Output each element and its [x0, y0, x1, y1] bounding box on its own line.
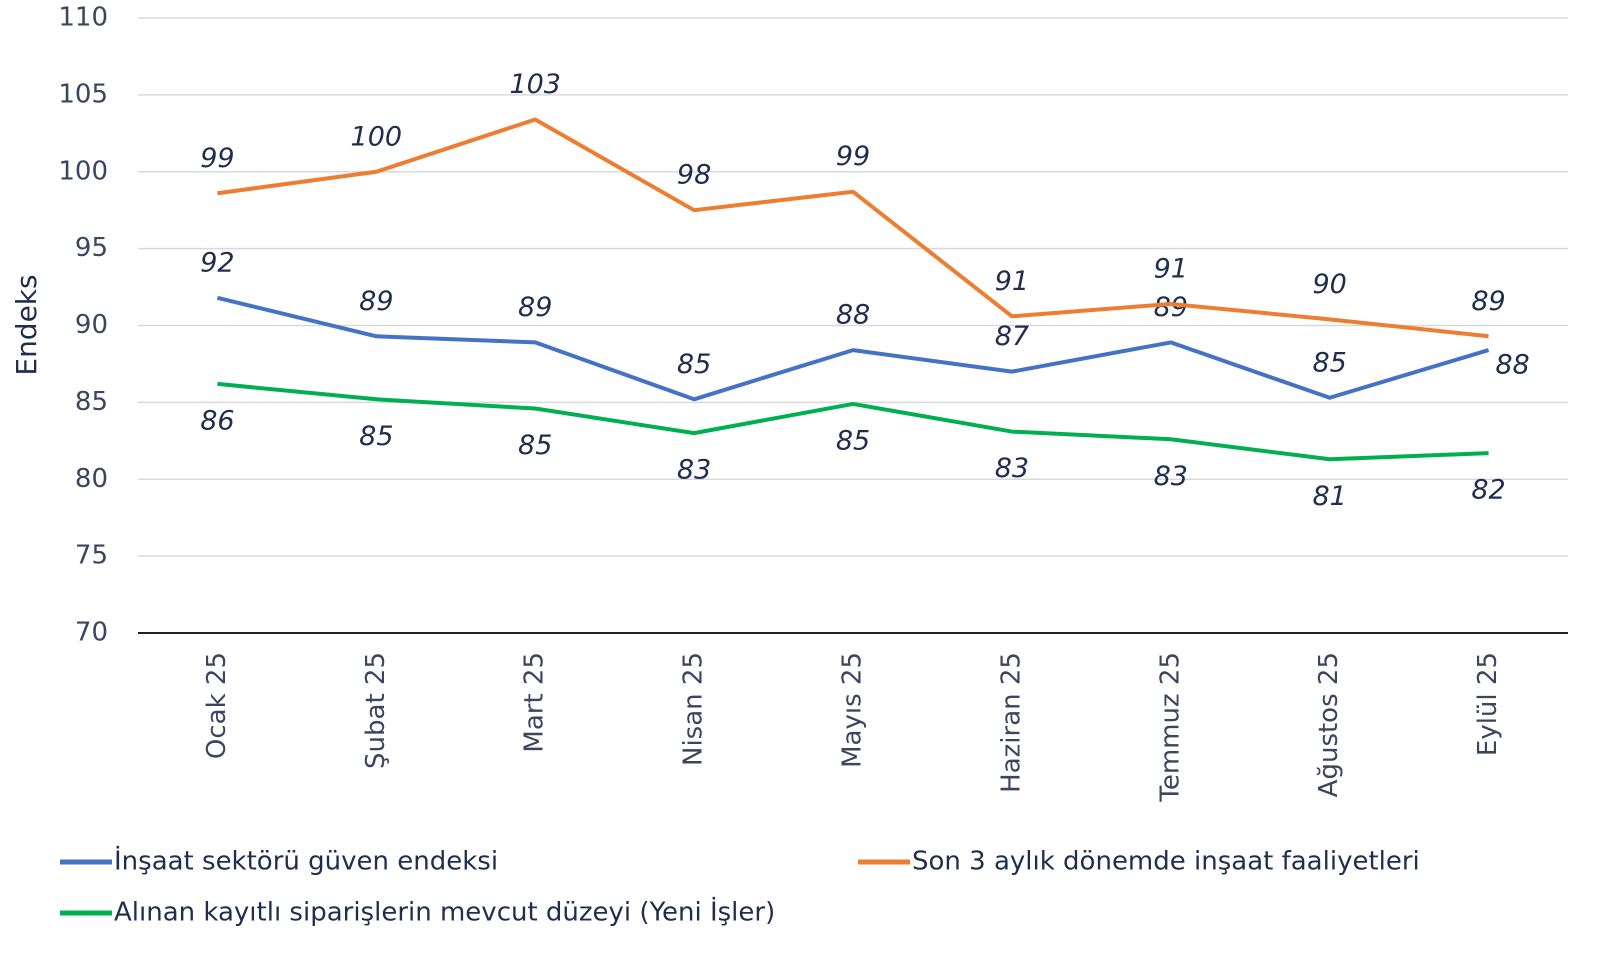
y-tick-label: 95 [75, 233, 108, 263]
x-tick-label: Ocak 25 [202, 652, 232, 759]
y-tick-label: 80 [75, 464, 108, 494]
series-line [217, 381, 1489, 462]
legend-label: Son 3 aylık dönemde inşaat faaliyetleri [912, 847, 1420, 877]
data-label: 91 [995, 266, 1029, 297]
data-label: 83 [995, 453, 1029, 484]
y-tick-label: 85 [75, 387, 108, 417]
y-tick-label: 105 [58, 79, 108, 109]
data-label: 81 [1312, 481, 1346, 512]
x-tick-label: Ağustos 25 [1314, 652, 1344, 797]
y-tick-label: 110 [58, 3, 108, 33]
data-label: 89 [1471, 286, 1505, 317]
data-label: 99 [200, 143, 234, 174]
data-label: 85 [518, 430, 552, 461]
data-label: 86 [200, 405, 234, 436]
y-axis-title: Endeks [10, 274, 43, 375]
x-tick-label: Haziran 25 [996, 652, 1026, 793]
data-label: 88 [836, 300, 870, 331]
data-label: 85 [1312, 347, 1346, 378]
data-label: 85 [359, 421, 393, 452]
x-tick-label: Nisan 25 [679, 652, 709, 766]
data-label: 98 [677, 160, 711, 191]
data-label: 85 [836, 425, 870, 456]
data-label: 89 [1154, 292, 1188, 323]
x-tick-label: Şubat 25 [361, 652, 391, 769]
data-label: 92 [200, 247, 234, 278]
data-label: 83 [677, 455, 711, 486]
data-label: 89 [359, 286, 393, 317]
x-tick-label: Eylül 25 [1473, 652, 1503, 756]
data-label: 89 [518, 292, 552, 323]
y-tick-label: 75 [75, 541, 108, 571]
data-label: 82 [1471, 475, 1505, 506]
data-label: 100 [351, 121, 403, 152]
legend-label: İnşaat sektörü güven endeksi [114, 845, 498, 877]
data-label: 99 [836, 141, 870, 172]
data-label: 103 [509, 69, 561, 100]
data-label: 85 [677, 349, 711, 380]
data-label: 87 [995, 321, 1029, 352]
x-tick-label: Mart 25 [520, 652, 550, 753]
data-label: 83 [1154, 461, 1188, 492]
series-line [216, 295, 1490, 402]
y-tick-label: 100 [58, 156, 108, 186]
data-label: 88 [1495, 350, 1529, 381]
y-tick-label: 90 [75, 310, 108, 340]
x-tick-label: Temmuz 25 [1155, 652, 1185, 803]
x-tick-label: Mayıs 25 [838, 652, 868, 768]
data-label: 90 [1312, 269, 1346, 300]
series-line [217, 117, 1489, 339]
legend-label: Alınan kayıtlı siparişlerin mevcut düzey… [114, 896, 775, 928]
y-tick-label: 70 [75, 618, 108, 648]
data-label: 91 [1154, 253, 1188, 284]
